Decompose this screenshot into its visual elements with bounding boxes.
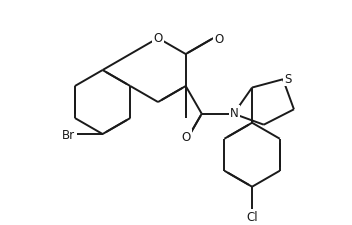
Text: O: O (153, 32, 163, 44)
Text: Cl: Cl (246, 210, 258, 223)
Text: N: N (230, 107, 239, 120)
Text: O: O (182, 130, 191, 143)
Text: Br: Br (62, 128, 75, 141)
Text: S: S (284, 72, 291, 86)
Text: O: O (214, 32, 224, 45)
